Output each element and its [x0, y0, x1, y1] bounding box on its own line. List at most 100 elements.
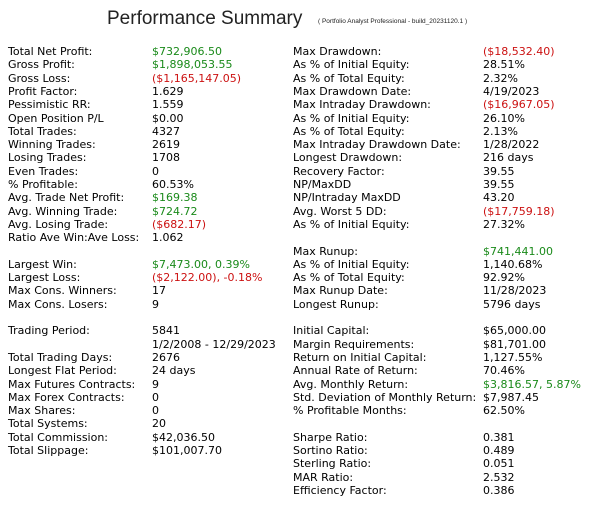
- row-value: 1708: [152, 151, 180, 165]
- row-value: ($682.17): [152, 217, 207, 231]
- row-label: Margin Requirements:: [293, 337, 415, 351]
- row-value: 0: [152, 164, 159, 178]
- row-value: $169.38: [152, 191, 198, 205]
- row-value: 9: [152, 377, 159, 391]
- row-label: Even Trades:: [8, 164, 79, 178]
- row-value: 1/28/2022: [483, 138, 540, 152]
- row-value: 4327: [152, 124, 180, 138]
- row-label: Longest Drawdown:: [293, 151, 403, 165]
- title: Performance Summary: [107, 8, 303, 29]
- row-value: 0: [152, 404, 159, 418]
- row-value: 24 days: [152, 364, 196, 378]
- row-label: Initial Capital:: [293, 324, 370, 338]
- row-value: 43.20: [483, 191, 515, 205]
- row-label: Sortino Ratio:: [293, 444, 368, 457]
- row-value: 0.381: [483, 430, 515, 444]
- row-label: NP/MaxDD: [293, 178, 352, 191]
- row-label: Max Drawdown:: [293, 45, 382, 58]
- row-value: $42,036.50: [152, 430, 215, 444]
- row-label: Avg. Monthly Return:: [293, 377, 409, 391]
- row-value: 1.629: [152, 84, 184, 98]
- row-label: Recovery Factor:: [293, 164, 385, 178]
- row-label: Avg. Losing Trade:: [8, 217, 109, 231]
- row-label: Avg. Worst 5 DD:: [293, 204, 387, 218]
- row-value: ($18,532.40): [483, 45, 555, 58]
- row-value: $7,987.45: [483, 390, 539, 404]
- row-value: $3,816.57, 5.87%: [483, 377, 581, 391]
- row-label: Max Cons. Winners:: [8, 284, 117, 298]
- row-label: Open Position P/L: [8, 111, 104, 125]
- row-label: Max Intraday Drawdown:: [293, 98, 431, 112]
- row-label: Gross Loss:: [8, 71, 71, 85]
- row-value: 2676: [152, 350, 180, 364]
- row-label: Avg. Winning Trade:: [8, 204, 118, 218]
- row-value: ($17,759.18): [483, 204, 555, 218]
- row-value: 1.559: [152, 98, 184, 112]
- row-value: 62.50%: [483, 404, 525, 418]
- row-label: MAR Ratio:: [293, 470, 354, 484]
- row-value: $101,007.70: [152, 444, 222, 457]
- row-value: $0.00: [152, 111, 184, 125]
- row-value: 0.489: [483, 444, 515, 457]
- row-label: Max Shares:: [8, 404, 76, 418]
- row-value: 28.51%: [483, 58, 525, 72]
- row-label: Total Systems:: [8, 417, 88, 431]
- row-value: 39.55: [483, 178, 515, 191]
- row-label: Max Futures Contracts:: [8, 377, 136, 391]
- row-label: As % of Initial Equity:: [293, 257, 410, 271]
- row-value: 1/2/2008 - 12/29/2023: [152, 337, 276, 351]
- row-value: $1,898,053.55: [152, 58, 233, 72]
- row-label: Std. Deviation of Monthly Return:: [293, 390, 477, 404]
- row-label: Total Trades:: [8, 124, 77, 138]
- row-value: 1.062: [152, 231, 184, 245]
- row-value: ($1,165,147.05): [152, 71, 242, 85]
- row-label: Longest Runup:: [293, 297, 379, 311]
- row-value: 1,127.55%: [483, 350, 543, 364]
- row-value: $741,441.00: [483, 244, 553, 258]
- row-label: Avg. Trade Net Profit:: [8, 191, 125, 205]
- row-label: Total Trading Days:: [8, 350, 113, 364]
- row-value: $724.72: [152, 204, 198, 218]
- row-value: 216 days: [483, 151, 534, 165]
- row-value: 92.92%: [483, 271, 525, 285]
- row-value: 0.051: [483, 457, 515, 471]
- row-value: 2.532: [483, 470, 515, 484]
- row-label: Efficiency Factor:: [293, 483, 387, 497]
- row-value: 20: [152, 417, 166, 431]
- row-label: Longest Flat Period:: [8, 364, 117, 378]
- row-label: Winning Trades:: [8, 138, 96, 152]
- row-label: Annual Rate of Return:: [293, 364, 418, 378]
- row-label: Max Intraday Drawdown Date:: [293, 138, 461, 152]
- row-label: % Profitable Months:: [293, 404, 407, 418]
- row-value: 4/19/2023: [483, 84, 540, 98]
- row-label: Losing Trades:: [8, 151, 87, 165]
- row-label: Max Runup:: [293, 244, 358, 258]
- row-label: Total Net Profit:: [8, 45, 93, 58]
- row-value: 70.46%: [483, 364, 525, 378]
- row-label: As % of Initial Equity:: [293, 111, 410, 125]
- row-value: 26.10%: [483, 111, 525, 125]
- row-value: 0: [152, 390, 159, 404]
- row-value: 60.53%: [152, 178, 194, 191]
- row-label: As % of Total Equity:: [293, 271, 405, 285]
- row-value: 39.55: [483, 164, 515, 178]
- row-label: Total Commission:: [8, 430, 109, 444]
- row-value: 1,140.68%: [483, 257, 543, 271]
- row-label: Max Drawdown Date:: [293, 84, 412, 98]
- row-label: Largest Loss:: [8, 271, 81, 285]
- row-label: Sharpe Ratio:: [293, 430, 368, 444]
- row-label: Sterling Ratio:: [293, 457, 372, 471]
- row-value: 11/28/2023: [483, 284, 547, 298]
- row-label: Pessimistic RR:: [8, 98, 91, 112]
- row-value: 9: [152, 297, 159, 311]
- row-value: ($2,122.00), -0.18%: [152, 271, 263, 285]
- row-label: Return on Initial Capital:: [293, 350, 427, 364]
- row-label: As % of Total Equity:: [293, 71, 405, 85]
- row-value: $732,906.50: [152, 45, 222, 58]
- row-label: As % of Total Equity:: [293, 124, 405, 138]
- row-label: As % of Initial Equity:: [293, 58, 410, 72]
- subtitle: ( Portfolio Analyst Professional - build…: [318, 18, 468, 25]
- row-value: 2.32%: [483, 71, 518, 85]
- row-label: Largest Win:: [8, 257, 77, 271]
- row-value: 0.386: [483, 483, 515, 497]
